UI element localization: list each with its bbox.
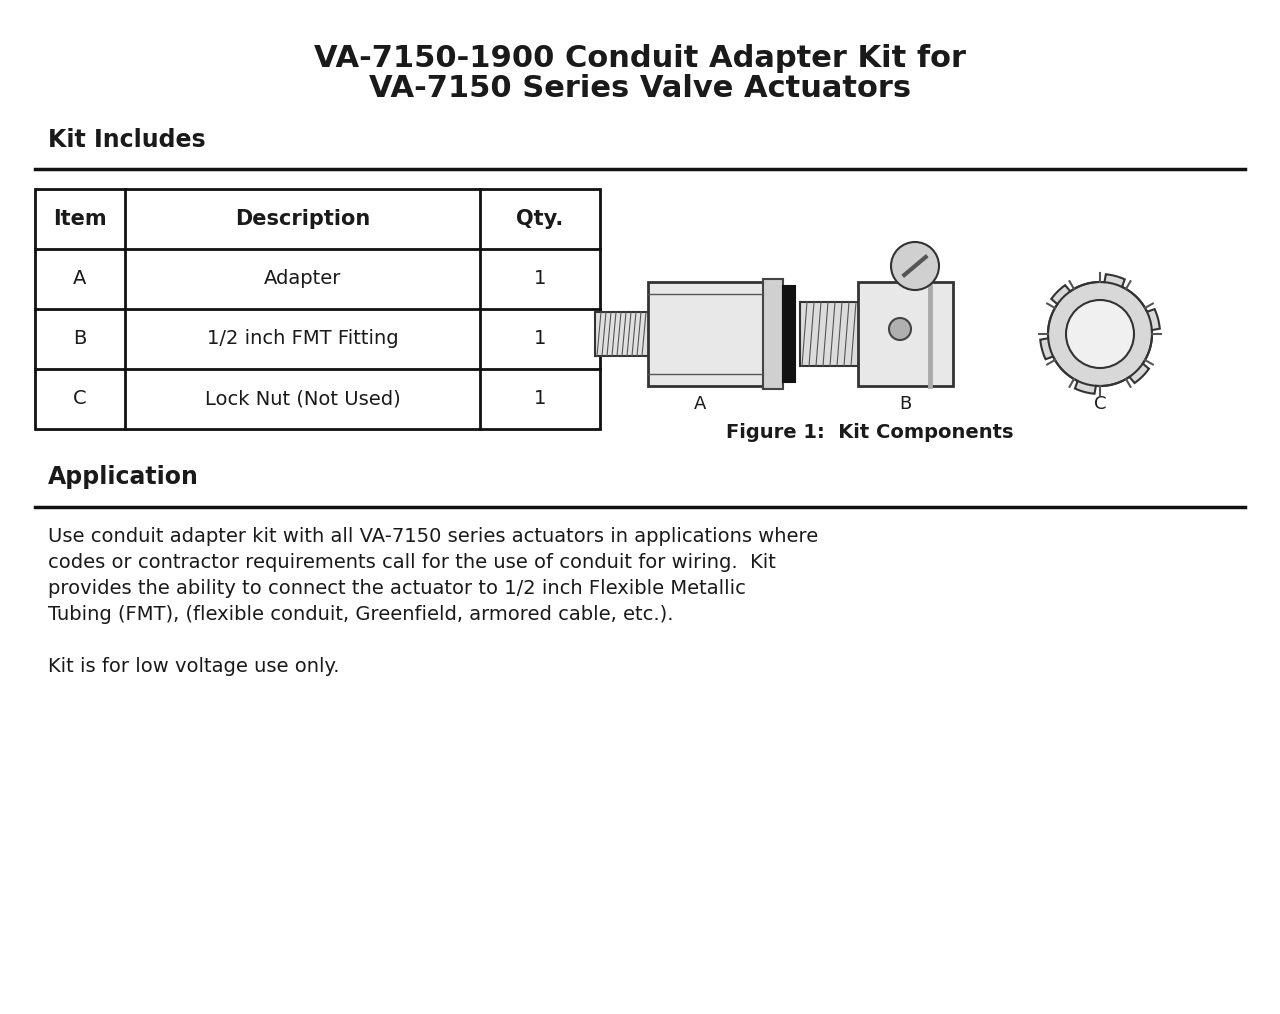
Text: B: B [899,395,911,413]
Text: 1: 1 [534,330,547,349]
Bar [800,302,860,366]
Bar [648,282,763,386]
Text: Item: Item [54,209,106,229]
Circle shape [890,318,911,340]
Text: C: C [1093,395,1106,413]
Text: 1: 1 [534,270,547,289]
Text: B: B [73,330,87,349]
Text: Description: Description [234,209,370,229]
Text: Use conduit adapter kit with all VA-7150 series actuators in applications where: Use conduit adapter kit with all VA-7150… [49,527,818,546]
Text: Tubing (FMT), (flexible conduit, Greenfield, armored cable, etc.).: Tubing (FMT), (flexible conduit, Greenfi… [49,605,673,624]
Text: Lock Nut (Not Used): Lock Nut (Not Used) [205,389,401,409]
Bar [783,286,795,382]
Bar [858,282,954,386]
Polygon shape [1041,274,1160,393]
Text: VA-7150 Series Valve Actuators: VA-7150 Series Valve Actuators [369,74,911,103]
Text: A: A [73,270,87,289]
Text: A: A [694,395,707,413]
Circle shape [891,242,940,290]
Bar [763,279,783,389]
Text: codes or contractor requirements call for the use of conduit for wiring.  Kit: codes or contractor requirements call fo… [49,553,776,572]
Text: VA-7150-1900 Conduit Adapter Kit for: VA-7150-1900 Conduit Adapter Kit for [314,44,966,73]
Text: C: C [73,389,87,409]
Text: 1: 1 [534,389,547,409]
Text: Application: Application [49,465,198,489]
Text: Qty.: Qty. [516,209,563,229]
Text: 1/2 inch FMT Fitting: 1/2 inch FMT Fitting [206,330,398,349]
Text: provides the ability to connect the actuator to 1/2 inch Flexible Metallic: provides the ability to connect the actu… [49,579,746,598]
Circle shape [1066,300,1134,368]
Text: Adapter: Adapter [264,270,342,289]
Text: Figure 1:  Kit Components: Figure 1: Kit Components [726,423,1014,441]
Bar [595,312,650,356]
Text: Kit Includes: Kit Includes [49,128,206,152]
Text: Kit is for low voltage use only.: Kit is for low voltage use only. [49,657,339,676]
Bar [35,189,600,429]
